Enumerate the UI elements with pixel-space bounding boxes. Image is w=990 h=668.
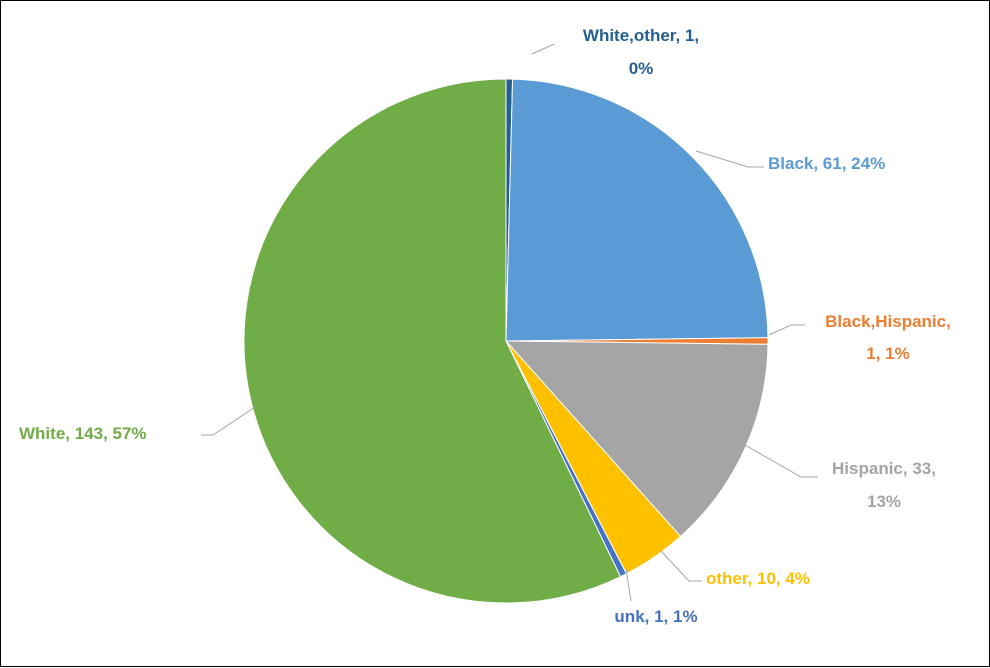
leader-line-black-hispanic	[768, 324, 805, 336]
data-label-hispanic-line-1: Hispanic, 33,	[832, 459, 936, 478]
leader-line-black	[695, 150, 764, 168]
leader-line-hispanic	[730, 436, 818, 478]
data-label-black-hispanic-line-2: 1, 1%	[866, 344, 909, 363]
leader-line-white-other	[531, 43, 555, 55]
data-label-other: other, 10, 4%	[706, 569, 810, 588]
data-label-white-other-line-2: 0%	[629, 59, 654, 78]
leader-line-unk	[625, 568, 632, 602]
data-label-hispanic-line-2: 13%	[867, 492, 901, 511]
data-label-white: White, 143, 57%	[19, 424, 147, 443]
data-label-black-hispanic-line-1: Black,Hispanic,	[825, 312, 951, 331]
data-label-white-other-line-1: White,other, 1,	[583, 26, 699, 45]
pie-slice-white	[243, 78, 622, 604]
data-label-unk: unk, 1, 1%	[614, 607, 697, 626]
leader-line-other	[660, 550, 702, 582]
data-label-black: Black, 61, 24%	[768, 154, 885, 173]
pie-slice-hispanic	[504, 340, 769, 538]
leader-line-white	[201, 406, 256, 436]
pie-slice-black	[505, 78, 769, 342]
